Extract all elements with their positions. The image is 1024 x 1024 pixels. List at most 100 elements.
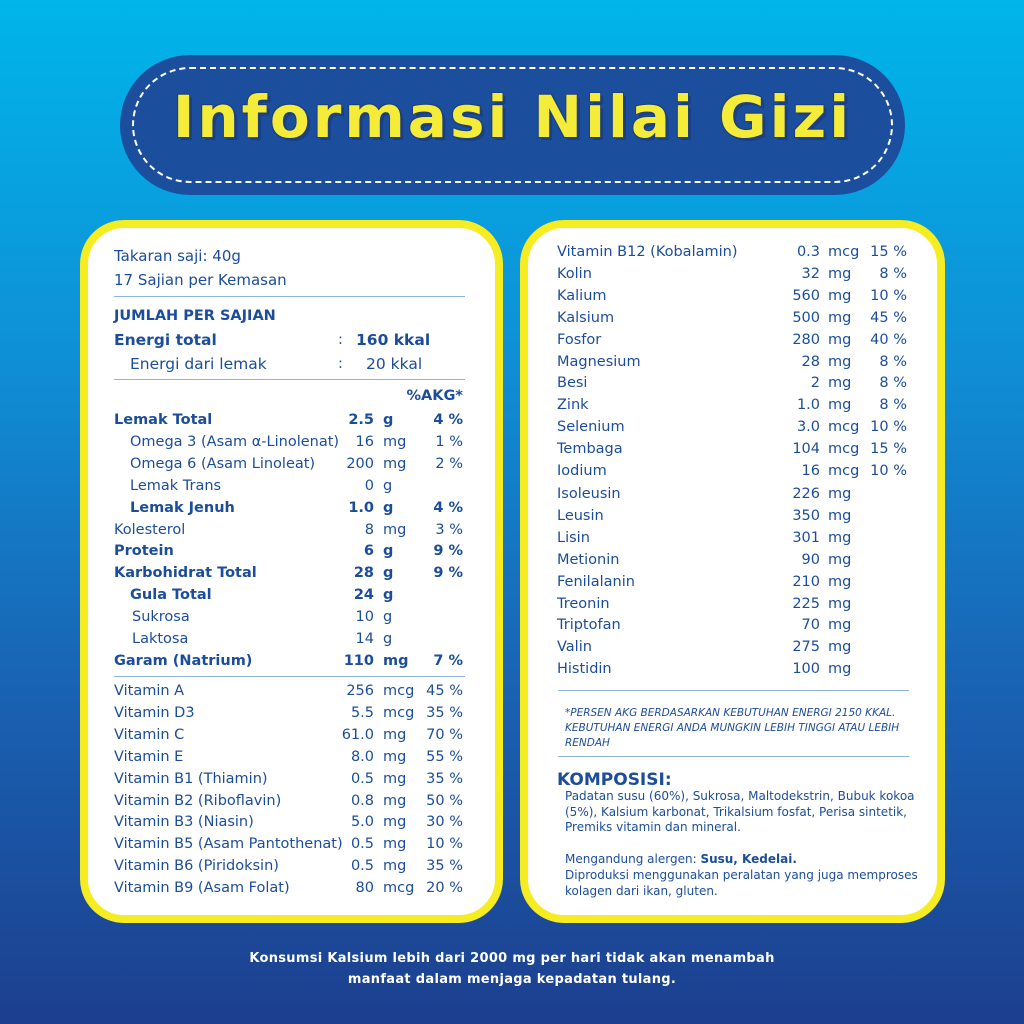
nutrient-value: 2 — [810, 375, 820, 392]
energy-fat-label: Energi dari lemak — [130, 355, 267, 373]
nutrient-unit: g — [383, 631, 393, 647]
nutrient-value: 226 — [792, 486, 820, 502]
nutrient-name: Kalsium — [557, 309, 615, 326]
nutrient-value: 275 — [792, 639, 820, 656]
energy-fat-sep: : — [338, 356, 343, 372]
nutrient-unit: mg — [383, 770, 407, 787]
nutrient-unit: mg — [828, 529, 852, 546]
nutrient-unit: mg — [828, 595, 852, 612]
nutrient-value: 0.8 — [350, 792, 374, 809]
nutrient-value: 225 — [792, 595, 820, 612]
nutrient-value: 110 — [343, 652, 374, 669]
dashed-border — [132, 67, 893, 183]
nutrient-akg: 20 % — [426, 880, 463, 897]
nutrient-name: Kolesterol — [114, 521, 186, 538]
nutrient-value: 8 — [364, 521, 374, 538]
servings-per-package: 17 Sajian per Kemasan — [114, 271, 287, 289]
nutrient-name: Iodium — [557, 463, 607, 479]
nutrient-value: 104 — [792, 441, 820, 458]
notice-line-1: Konsumsi Kalsium lebih dari 2000 mg per … — [249, 951, 775, 966]
nutrient-akg: 10 % — [870, 287, 907, 304]
nutrient-row: Fenilalanin 210 mg — [528, 571, 937, 593]
nutrient-value: 256 — [346, 683, 374, 699]
nutrient-row: Kolin 32 mg 8 % — [528, 263, 937, 285]
nutrient-name: Selenium — [557, 419, 625, 436]
notice-line-2: manfaat dalam menjaga kepadatan tulang. — [347, 972, 677, 987]
nutrient-value: 10 — [355, 609, 374, 626]
composition-title: KOMPOSISI: — [557, 770, 672, 790]
nutrient-row: Selenium 3.0 mcg 10 % — [528, 416, 937, 438]
nutrient-row: Vitamin B12 (Kobalamin) 0.3 mcg 15 % — [528, 241, 937, 263]
nutrient-name: Leusin — [557, 507, 604, 524]
nutrient-unit: mg — [383, 433, 407, 450]
nutrient-name: Fenilalanin — [557, 573, 635, 590]
nutrient-value: 301 — [792, 529, 820, 546]
nutrient-row: Protein 6 g 9 % — [88, 540, 495, 562]
nutrient-unit: mg — [828, 617, 852, 634]
nutrient-unit: mg — [828, 551, 852, 568]
nutrient-unit: mg — [828, 573, 852, 590]
nutrient-unit: g — [383, 477, 393, 494]
nutrient-name: Histidin — [557, 661, 612, 678]
nutrient-value: 200 — [346, 455, 374, 472]
nutrient-row: Iodium 16 mcg 10 % — [528, 460, 937, 482]
energy-total-value: 160 kkal — [356, 331, 431, 349]
nutrient-row: Karbohidrat Total 28 g 9 % — [88, 562, 495, 584]
nutrient-row: Vitamin B6 (Piridoksin) 0.5 mg 35 % — [88, 855, 495, 877]
nutrient-name: Omega 3 (Asam α-Linolenat) — [130, 433, 340, 450]
nutrient-row: Vitamin C 61.0 mg 70 % — [88, 724, 495, 746]
nutrient-unit: mg — [383, 858, 407, 875]
nutrient-row: Gula Total 24 g — [88, 584, 495, 606]
nutrient-value: 100 — [792, 661, 820, 678]
nutrient-name: Vitamin C — [114, 726, 185, 743]
nutrient-row: Lemak Trans 0 g — [88, 475, 495, 497]
nutrient-name: Omega 6 (Asam Linoleat) — [130, 455, 316, 472]
nutrient-row: Laktosa 14 g — [88, 628, 495, 650]
nutrient-row: Metionin 90 mg — [528, 549, 937, 571]
nutrient-value: 5.0 — [350, 814, 374, 831]
nutrient-akg: 10 % — [870, 463, 907, 479]
nutrition-panel-right: Vitamin B12 (Kobalamin) 0.3 mcg 15 % Kolin 32… — [520, 220, 945, 923]
nutrient-value: 61.0 — [341, 726, 374, 743]
nutrient-name: Kolin — [557, 265, 592, 282]
nutrient-name: Vitamin A — [114, 683, 185, 699]
allergen-line: Mengandung alergen: Susu, Kedelai. — [565, 852, 925, 868]
nutrient-akg: 30 % — [426, 814, 463, 831]
nutrient-row: Vitamin B3 (Niasin) 5.0 mg 30 % — [88, 811, 495, 833]
nutrient-value: 5.5 — [350, 704, 374, 721]
nutrient-akg: 8 % — [879, 375, 907, 392]
nutrient-unit: mcg — [828, 244, 860, 260]
nutrient-unit: mg — [828, 309, 852, 326]
nutrient-value: 32 — [801, 265, 820, 282]
facility-note: Diproduksi menggunakan peralatan yang ju… — [565, 868, 918, 898]
nutrient-akg: 8 % — [879, 397, 907, 414]
nutrient-unit: g — [383, 565, 394, 582]
nutrient-name: Vitamin D3 — [114, 704, 195, 721]
nutrient-name: Lisin — [557, 529, 590, 546]
nutrient-unit: mg — [828, 331, 852, 348]
nutrient-akg: 35 % — [426, 858, 463, 875]
nutrient-name: Vitamin B3 (Niasin) — [114, 814, 254, 831]
page-title: Informasi Nilai Gizi — [172, 83, 853, 151]
nutrient-row: Vitamin B1 (Thiamin) 0.5 mg 35 % — [88, 768, 495, 790]
nutrient-name: Magnesium — [557, 353, 641, 370]
nutrient-unit: g — [383, 412, 394, 428]
nutrient-row: Vitamin D3 5.5 mcg 35 % — [88, 702, 495, 724]
allergen-list: Susu, Kedelai. — [700, 852, 797, 866]
nutrient-value: 28 — [353, 565, 374, 582]
nutrient-value: 90 — [801, 551, 820, 568]
nutrient-row: Omega 3 (Asam α-Linolenat) 16 mg 1 % — [88, 431, 495, 453]
nutrient-unit: mg — [828, 507, 852, 524]
nutrient-unit: mg — [828, 661, 852, 678]
nutrient-row: Vitamin A 256 mcg 45 % — [88, 680, 495, 702]
nutrient-akg: 70 % — [426, 726, 463, 743]
nutrient-row: Zink 1.0 mg 8 % — [528, 394, 937, 416]
nutrient-akg: 9 % — [433, 543, 463, 560]
energy-total-sep: : — [338, 332, 343, 348]
nutrient-unit: mg — [383, 726, 407, 743]
nutrient-value: 3.0 — [796, 419, 820, 436]
nutrient-unit: g — [383, 587, 394, 604]
nutrient-row: Kalium 560 mg 10 % — [528, 285, 937, 307]
nutrient-row: Vitamin B2 (Riboflavin) 0.8 mg 50 % — [88, 790, 495, 812]
nutrient-name: Valin — [557, 639, 592, 656]
